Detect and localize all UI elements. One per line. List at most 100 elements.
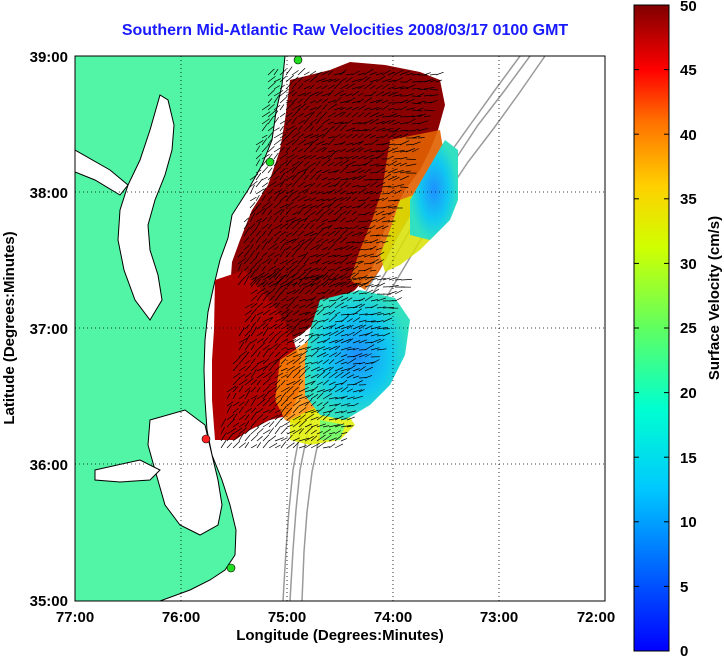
velocity-vector [262, 371, 272, 379]
station-marker [293, 56, 303, 65]
velocity-vector [268, 273, 277, 281]
velocity-vector [285, 183, 293, 188]
velocity-vector [340, 346, 352, 351]
velocity-vector [405, 78, 413, 83]
velocity-vector [345, 73, 353, 76]
velocity-vector [262, 344, 270, 351]
velocity-vector [375, 197, 385, 202]
colorbar-tick-label: 45 [680, 62, 697, 79]
velocity-vector [357, 199, 365, 202]
velocity-vector [321, 155, 331, 160]
velocity-vector [358, 275, 368, 281]
velocity-vector [268, 310, 277, 316]
velocity-vector [291, 127, 298, 132]
velocity-vector [333, 188, 343, 195]
velocity-vector [358, 319, 367, 323]
velocity-vector [333, 254, 341, 258]
colorbar-tick-label: 20 [680, 385, 697, 402]
velocity-vector [334, 330, 345, 337]
velocity-vector [364, 375, 373, 379]
velocity-vector [321, 78, 332, 83]
velocity-vector [352, 375, 360, 379]
velocity-vector [237, 251, 244, 258]
velocity-vector [435, 79, 442, 83]
velocity-vector [333, 160, 343, 167]
velocity-vector [405, 158, 416, 160]
velocity-vector [315, 258, 322, 265]
velocity-vector [321, 147, 328, 153]
velocity-vector [345, 205, 352, 209]
velocity-vector [393, 134, 403, 139]
velocity-vector [328, 424, 340, 428]
velocity-vector [327, 224, 333, 230]
velocity-vector [298, 304, 306, 309]
velocity-vector [339, 148, 346, 153]
velocity-vector [267, 172, 276, 181]
velocity-vector [315, 124, 323, 132]
velocity-vector [322, 337, 331, 344]
velocity-vector [363, 211, 371, 216]
velocity-vector [340, 438, 348, 442]
velocity-vector [279, 161, 288, 167]
velocity-vector [363, 241, 372, 244]
velocity-vector [280, 351, 288, 358]
velocity-vector [345, 142, 354, 146]
velocity-vector [327, 278, 337, 286]
velocity-vector [256, 331, 263, 337]
velocity-vector [351, 134, 358, 139]
velocity-vector [346, 348, 355, 351]
velocity-vector [310, 435, 318, 442]
velocity-vector [393, 77, 404, 83]
velocity-vector [382, 277, 391, 281]
velocity-vector [322, 305, 330, 309]
velocity-vector [243, 266, 249, 272]
velocity-vector [280, 374, 288, 379]
velocity-vector [411, 109, 423, 112]
velocity-vector [393, 121, 401, 125]
velocity-vector [351, 225, 359, 230]
velocity-vector [280, 427, 288, 435]
y-axis-label: Latitude (Degrees:Minutes) [1, 231, 18, 424]
velocity-vector [291, 138, 300, 146]
velocity-vector [304, 423, 312, 428]
velocity-vector [364, 366, 374, 372]
velocity-vector [256, 351, 261, 358]
velocity-vector [244, 309, 253, 316]
velocity-vector [310, 296, 317, 302]
velocity-vector [333, 227, 342, 230]
velocity-vector [285, 153, 295, 160]
velocity-vector [261, 176, 268, 181]
velocity-vector [369, 91, 377, 97]
velocity-vector [363, 82, 373, 90]
velocity-vector [298, 338, 305, 344]
velocity-vector [232, 372, 241, 379]
velocity-vector [393, 149, 405, 153]
velocity-vector [381, 192, 390, 195]
velocity-vector [310, 320, 318, 323]
velocity-vector [285, 192, 294, 202]
velocity-vector [309, 106, 318, 111]
velocity-vector [267, 209, 273, 216]
velocity-vector [273, 189, 283, 195]
velocity-vector [274, 413, 283, 421]
velocity-vector [339, 159, 350, 167]
velocity-vector [334, 396, 345, 400]
velocity-vector [279, 84, 285, 90]
y-tick-label: 35:00 [30, 593, 68, 610]
velocity-vector [340, 368, 350, 372]
velocity-vector [298, 276, 310, 281]
velocity-vector [279, 223, 288, 230]
velocity-vector [327, 150, 335, 153]
velocity-vector [352, 347, 359, 351]
velocity-vector [370, 284, 380, 288]
velocity-vector [333, 97, 342, 104]
velocity-vector [381, 197, 389, 202]
velocity-vector [351, 191, 358, 195]
velocity-vector [309, 182, 316, 188]
velocity-vector [298, 311, 309, 316]
velocity-vector [273, 147, 281, 153]
velocity-vector [267, 270, 277, 279]
velocity-vector [286, 273, 296, 281]
velocity-vector [279, 208, 285, 216]
velocity-vector [369, 118, 379, 125]
